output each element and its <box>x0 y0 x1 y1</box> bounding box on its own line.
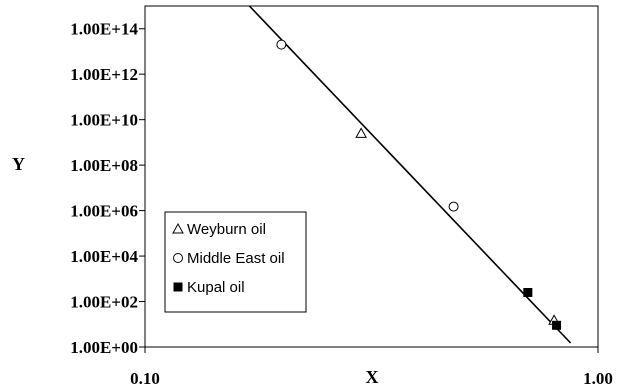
y-tick-label: 1.00E+14 <box>70 20 138 39</box>
legend-marker <box>172 222 184 234</box>
data-point <box>448 201 459 212</box>
fit-line <box>248 5 572 344</box>
legend-box <box>164 211 307 313</box>
legend-label: Middle East oil <box>187 250 285 267</box>
legend-entries: Weyburn oil Middle East oil Kupal oil <box>172 221 285 296</box>
legend-marker <box>173 282 183 292</box>
data-point <box>523 287 533 297</box>
y-axis: 1.00E+00 1.00E+02 1.00E+04 1.00E+06 1.00E+08… <box>70 20 145 357</box>
y-tick-label: 1.00E+02 <box>70 293 138 312</box>
x-axis: 0.10 1.00 <box>130 347 613 388</box>
y-tick-label: 1.00E+06 <box>70 202 138 221</box>
x-axis-title: X <box>366 367 379 387</box>
legend: Weyburn oil Middle East oil Kupal oil <box>164 211 307 313</box>
y-tick-label: 1.00E+04 <box>70 247 138 266</box>
data-point <box>355 127 367 138</box>
data-point <box>552 320 562 330</box>
legend-marker <box>173 253 183 263</box>
y-tick-label: 1.00E+00 <box>70 338 138 357</box>
data-point <box>276 39 287 50</box>
y-tick-label: 1.00E+12 <box>70 65 138 84</box>
x-tick-label: 0.10 <box>130 369 160 388</box>
y-tick-label: 1.00E+10 <box>70 111 138 130</box>
y-axis-title: Y <box>12 154 25 174</box>
legend-label: Weyburn oil <box>187 221 266 238</box>
y-tick-label: 1.00E+08 <box>70 156 138 175</box>
x-tick-label: 1.00 <box>583 369 613 388</box>
legend-label: Kupal oil <box>187 279 245 296</box>
data-points <box>276 39 562 330</box>
